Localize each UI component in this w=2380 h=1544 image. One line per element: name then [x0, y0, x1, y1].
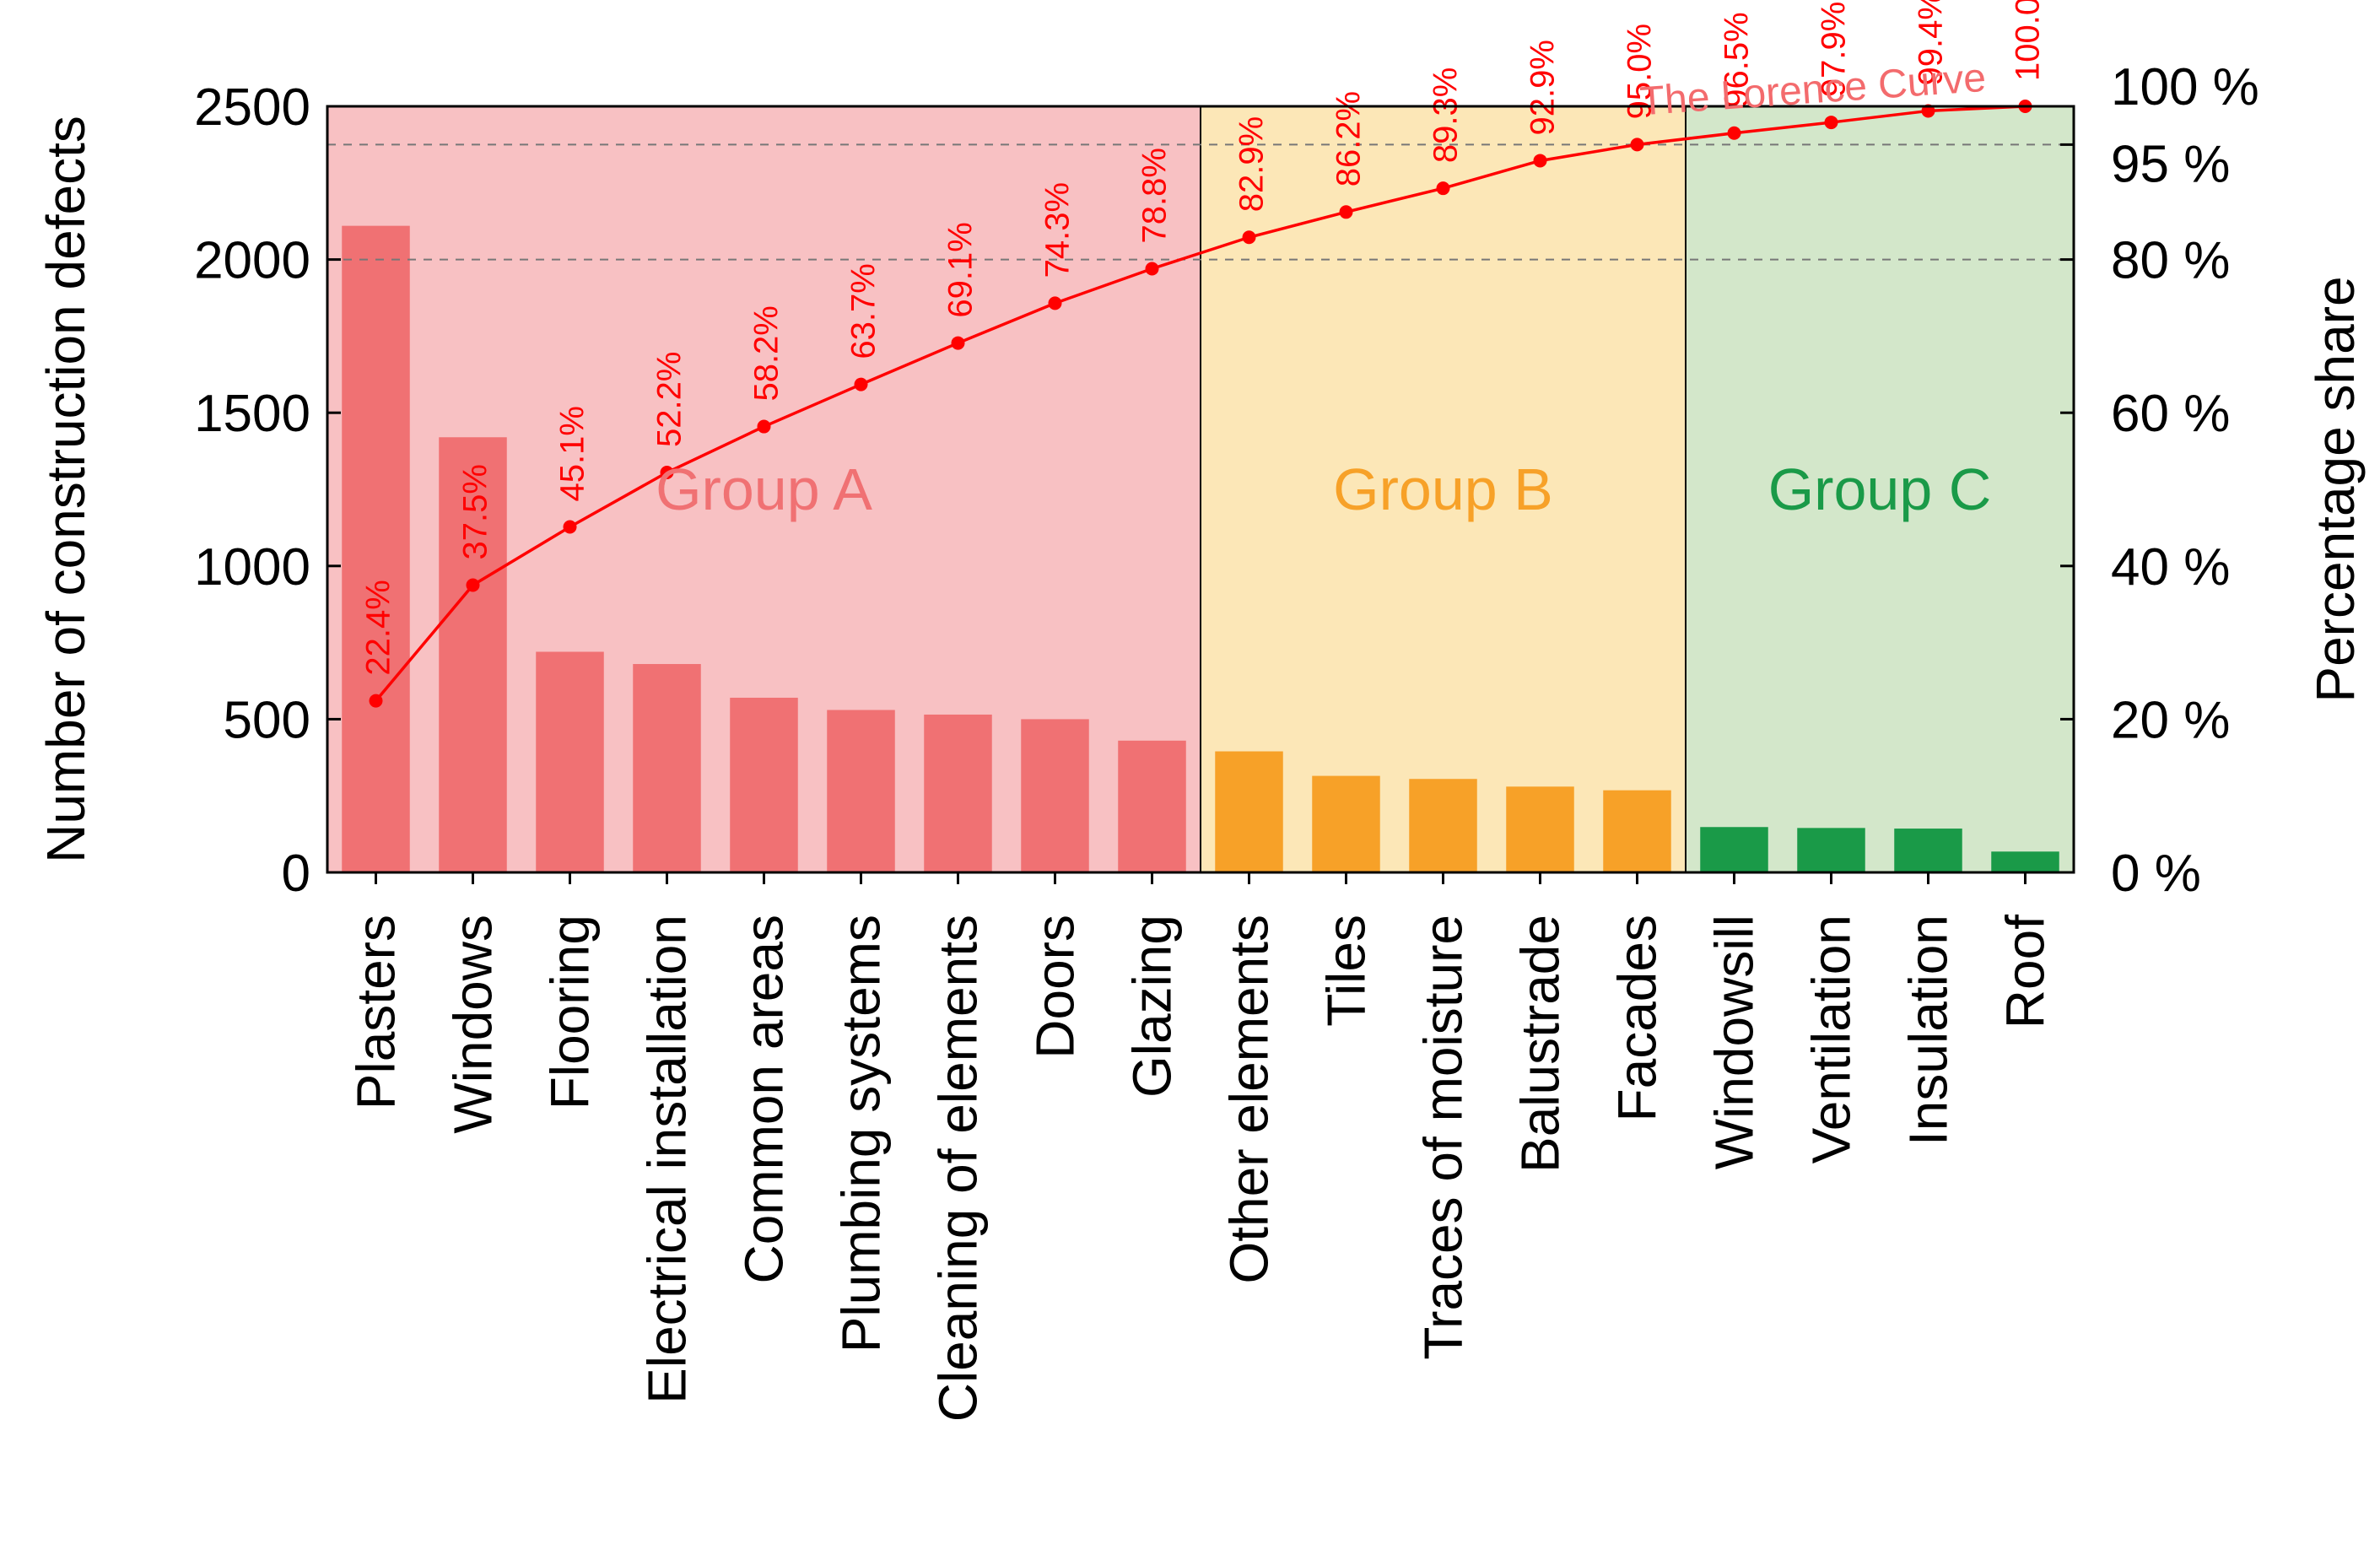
cumulative-label-14: 96.5% — [1719, 12, 1756, 107]
y-tick-label-1: 500 — [224, 691, 310, 749]
cumulative-label-17: 100.0% — [2010, 0, 2047, 81]
group-label-2: Group C — [1768, 456, 1992, 522]
cumulative-label-16: 99.4% — [1913, 0, 1950, 85]
cumulative-point-6 — [951, 336, 965, 350]
cumulative-label-9: 82.9% — [1233, 116, 1271, 212]
cumulative-label-11: 89.3% — [1427, 67, 1465, 163]
group-region-2 — [1686, 106, 2074, 872]
y-tick-label-4: 2000 — [194, 232, 310, 290]
category-label-1: Windows — [443, 915, 504, 1134]
axes: 0 500 1000 1500 2000 2500 0 % 20 % 40 % 60 % 80 % 9… — [194, 58, 2259, 1422]
category-label-0: Plasters — [346, 915, 407, 1109]
y2-tick-label-5: 95 % — [2111, 135, 2230, 193]
group-label-1: Group B — [1333, 456, 1553, 522]
group-labels: Group A Group B Group C — [656, 456, 1991, 522]
bar-9 — [1215, 751, 1283, 872]
bar-7 — [1021, 719, 1089, 872]
cumulative-labels: 22.4% 37.5% 45.1% 52.2% 58.2% 63.7% 69.1% 74.3%… — [360, 0, 2047, 676]
cumulative-point-10 — [1339, 205, 1353, 219]
cumulative-label-12: 92.9% — [1525, 40, 1562, 135]
y2-tick-label-0: 0 % — [2111, 845, 2201, 903]
cumulative-point-0 — [369, 694, 383, 708]
bar-8 — [1118, 740, 1186, 872]
y-tick-label-3: 1500 — [194, 385, 310, 443]
category-label-3: Electrical installation — [637, 915, 698, 1404]
reference-lines — [327, 143, 2074, 261]
bar-2 — [536, 651, 604, 872]
cumulative-label-13: 95.0% — [1622, 24, 1659, 119]
y-tick-label-5: 2500 — [194, 78, 310, 137]
category-label-6: Cleaning of elements — [928, 915, 989, 1422]
cumulative-point-2 — [563, 520, 577, 534]
plot-frame — [326, 105, 2075, 874]
group-region-1 — [1201, 106, 1686, 872]
cumulative-point-4 — [757, 419, 771, 434]
cumulative-point-11 — [1436, 181, 1450, 196]
bar-6 — [924, 714, 992, 872]
bar-17 — [1991, 851, 2059, 872]
cumulative-point-1 — [466, 578, 480, 592]
cumulative-point-9 — [1242, 230, 1256, 245]
cumulative-label-2: 45.1% — [554, 406, 591, 501]
category-label-12: Balustrade — [1510, 915, 1571, 1173]
cumulative-label-7: 74.3% — [1039, 182, 1077, 278]
cumulative-point-3 — [660, 466, 674, 480]
category-label-15: Ventilation — [1801, 915, 1862, 1163]
cumulative-label-3: 52.2% — [651, 352, 688, 447]
bar-10 — [1312, 775, 1380, 872]
bar-3 — [633, 664, 701, 872]
cumulative-line — [375, 105, 2026, 702]
y2-tick-label-4: 80 % — [2111, 232, 2230, 290]
group-label-0: Group A — [656, 456, 872, 522]
y-tick-label-2: 1000 — [194, 538, 310, 597]
cumulative-label-5: 63.7% — [845, 263, 882, 359]
cumulative-point-12 — [1533, 154, 1547, 168]
category-label-5: Plumbing systems — [831, 915, 892, 1352]
cumulative-point-5 — [854, 377, 868, 391]
cumulative-label-8: 78.8% — [1136, 148, 1174, 243]
bar-15 — [1797, 828, 1865, 872]
cumulative-point-13 — [1630, 138, 1644, 152]
y2-tick-label-3: 60 % — [2111, 385, 2230, 443]
cumulative-label-4: 58.2% — [748, 305, 785, 401]
cumulative-point-8 — [1145, 262, 1159, 276]
bar-1 — [439, 437, 507, 872]
y2-tick-label-1: 20 % — [2111, 691, 2230, 749]
y-tick-label-0: 0 — [282, 845, 310, 903]
y-axis-title: Number of construction defects — [35, 116, 96, 863]
bar-14 — [1700, 827, 1768, 872]
bar-5 — [827, 710, 895, 872]
bar-13 — [1603, 790, 1671, 872]
bars — [342, 225, 2059, 872]
category-label-9: Other elements — [1219, 915, 1280, 1284]
y2-tick-label-2: 40 % — [2111, 538, 2230, 597]
y2-axis-title: Percentage share — [2305, 276, 2366, 702]
category-label-14: Windowsill — [1704, 915, 1765, 1169]
cumulative-label-15: 97.9% — [1816, 2, 1853, 97]
y2-tick-label-6: 100 % — [2111, 58, 2259, 116]
category-label-4: Common areas — [734, 915, 795, 1284]
cumulative-point-14 — [1727, 126, 1741, 140]
cumulative-point-7 — [1048, 296, 1062, 310]
category-label-10: Tiles — [1316, 915, 1377, 1027]
category-label-7: Doors — [1025, 915, 1086, 1059]
bar-16 — [1894, 829, 1962, 872]
bar-0 — [342, 225, 410, 872]
category-label-13: Facades — [1607, 915, 1668, 1121]
bar-11 — [1409, 779, 1477, 872]
cumulative-label-1: 37.5% — [457, 464, 494, 559]
category-label-16: Insulation — [1898, 915, 1959, 1146]
category-label-2: Flooring — [540, 915, 601, 1109]
category-label-8: Glazing — [1122, 915, 1183, 1098]
cumulative-point-15 — [1824, 116, 1838, 130]
category-label-17: Roof — [1995, 915, 2056, 1028]
bar-4 — [730, 697, 798, 872]
cumulative-label-6: 69.1% — [942, 222, 980, 317]
category-label-11: Traces of moisture — [1413, 915, 1474, 1360]
bar-12 — [1506, 786, 1574, 872]
cumulative-label-0: 22.4% — [360, 580, 397, 675]
